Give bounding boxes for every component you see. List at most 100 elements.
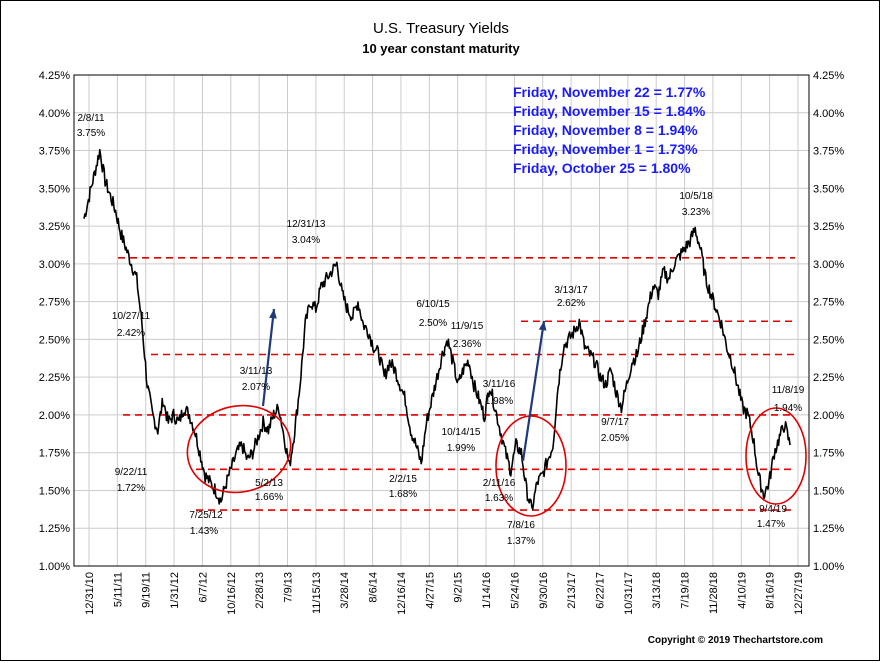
y-tick-label-right: 3.25% [813, 221, 844, 233]
x-tick-label: 2/13/17 [566, 572, 578, 609]
y-tick-label-left: 1.75% [39, 448, 70, 460]
annotation-date: 12/31/13 [287, 219, 326, 230]
annotation-value: 2.36% [453, 339, 481, 350]
x-tick-label: 5/11/11 [112, 572, 124, 607]
y-tick-label-right: 1.00% [813, 561, 844, 573]
x-tick-label: 10/31/17 [623, 572, 635, 615]
x-tick-label: 8/6/14 [368, 572, 380, 603]
series-layer [83, 148, 791, 511]
annotation-date: 2/8/11 [77, 113, 104, 124]
x-tick-label: 1/14/16 [481, 572, 493, 609]
annotation-value: 1.98% [485, 396, 513, 407]
annotation-value: 1.99% [447, 443, 475, 454]
legend-line: Friday, November 1 = 1.73% [513, 141, 698, 157]
y-tick-label-right: 3.75% [813, 146, 844, 158]
y-tick-label-left: 3.00% [39, 259, 70, 271]
x-tick-label: 4/10/19 [736, 572, 748, 609]
y-tick-label-right: 4.25% [813, 70, 844, 82]
y-tick-label-right: 1.50% [813, 485, 844, 497]
y-tick-label-right: 4.00% [813, 108, 844, 120]
y-tick-label-left: 2.25% [39, 372, 70, 384]
x-tick-label: 6/22/17 [594, 572, 606, 609]
annotation-date: 10/5/18 [679, 191, 713, 202]
legend: Friday, November 22 = 1.77% Friday, Novem… [513, 84, 706, 176]
annotation-value: 1.47% [757, 519, 785, 530]
x-tick-label: 11/28/18 [708, 572, 720, 614]
y-tick-label-left: 1.00% [39, 561, 70, 573]
annotation-date: 9/7/17 [601, 417, 629, 428]
x-tick-label: 2/28/13 [254, 572, 266, 609]
annotation-value: 2.42% [117, 328, 145, 339]
annotation-date: 3/11/13 [240, 366, 273, 377]
trend-arrow [521, 320, 546, 462]
chart-title: U.S. Treasury Yields [373, 20, 509, 37]
annotation-date: 2/11/16 [483, 478, 516, 489]
y-tick-label-right: 1.25% [813, 523, 844, 535]
x-tick-label: 12/27/19 [793, 572, 805, 615]
yield-series-line [83, 148, 791, 511]
annotation-date: 11/9/15 [451, 321, 484, 332]
annotation-date: 3/13/17 [554, 285, 588, 296]
x-tick-label: 9/2/15 [453, 572, 465, 603]
annotation-value: 3.04% [292, 235, 320, 246]
annotation-date: 5/2/13 [255, 478, 283, 489]
highlight-circle [186, 404, 292, 494]
annotation-value: 2.05% [601, 433, 629, 444]
highlight-circle [745, 407, 807, 505]
y-tick-label-right: 2.50% [813, 334, 844, 346]
annotation-date: 9/22/11 [115, 467, 148, 478]
annotation-value: 1.94% [774, 403, 802, 414]
annotation-date: 10/14/15 [442, 427, 481, 438]
annotation-date: 10/27/11 [112, 311, 151, 322]
x-tick-label: 7/19/18 [680, 572, 692, 609]
annotation-value: 1.63% [485, 493, 513, 504]
x-tick-label: 9/19/11 [141, 572, 153, 608]
annotation-date: 6/10/15 [416, 299, 450, 310]
x-axis-ticks: 12/31/10 5/11/11 9/19/11 1/31/12 6/7/12 10/16… [84, 572, 805, 615]
annotation-value: 1.72% [117, 483, 145, 494]
x-tick-label: 6/7/12 [197, 572, 209, 603]
annotation-value: 2.50% [419, 318, 447, 329]
y-tick-label-left: 3.25% [39, 221, 70, 233]
reference-lines [118, 257, 795, 511]
y-tick-label-right: 2.75% [813, 297, 844, 309]
legend-line: Friday, November 15 = 1.84% [513, 103, 706, 119]
x-tick-label: 3/28/14 [339, 572, 351, 609]
x-tick-label: 12/31/10 [84, 572, 96, 615]
annotation-value: 1.68% [389, 489, 417, 500]
overlay-shapes [186, 308, 807, 517]
x-tick-label: 7/9/13 [283, 572, 295, 603]
annotation-date: 7/25/12 [189, 510, 223, 521]
y-axis-ticks: 1.00% 1.00% 1.25% 1.25% 1.50% 1.50% 1.75% 1.75%… [39, 70, 845, 573]
y-tick-label-right: 2.00% [813, 410, 844, 422]
x-tick-label: 4/27/15 [424, 572, 436, 609]
trend-arrow-head [538, 321, 547, 331]
x-tick-label: 5/24/16 [509, 572, 521, 609]
annotation-value: 1.66% [255, 492, 283, 503]
y-tick-label-left: 3.50% [39, 183, 70, 195]
annotation-date: 7/8/16 [507, 520, 535, 531]
trend-arrow-head [269, 309, 277, 319]
x-tick-label: 10/16/12 [226, 572, 238, 615]
y-tick-label-right: 2.25% [813, 372, 844, 384]
legend-line: Friday, October 25 = 1.80% [513, 160, 691, 176]
trend-arrow [261, 308, 276, 407]
annotation-value: 2.07% [242, 382, 270, 393]
annotation-date: 3/11/16 [483, 379, 516, 390]
y-tick-label-right: 1.75% [813, 448, 844, 460]
annotation-date: 11/8/19 [772, 385, 805, 396]
legend-line: Friday, November 8 = 1.94% [513, 122, 698, 138]
y-tick-label-left: 1.50% [39, 485, 70, 497]
x-tick-label: 3/13/18 [651, 572, 663, 609]
x-tick-label: 8/16/19 [765, 572, 777, 609]
highlight-circle [495, 415, 567, 517]
x-tick-label: 11/15/13 [311, 572, 323, 614]
annotation-value: 3.75% [77, 128, 105, 139]
y-tick-label-right: 3.00% [813, 259, 844, 271]
y-tick-label-left: 2.00% [39, 410, 70, 422]
y-tick-label-left: 4.00% [39, 108, 70, 120]
y-tick-label-left: 1.25% [39, 523, 70, 535]
x-tick-label: 12/16/14 [396, 572, 408, 615]
